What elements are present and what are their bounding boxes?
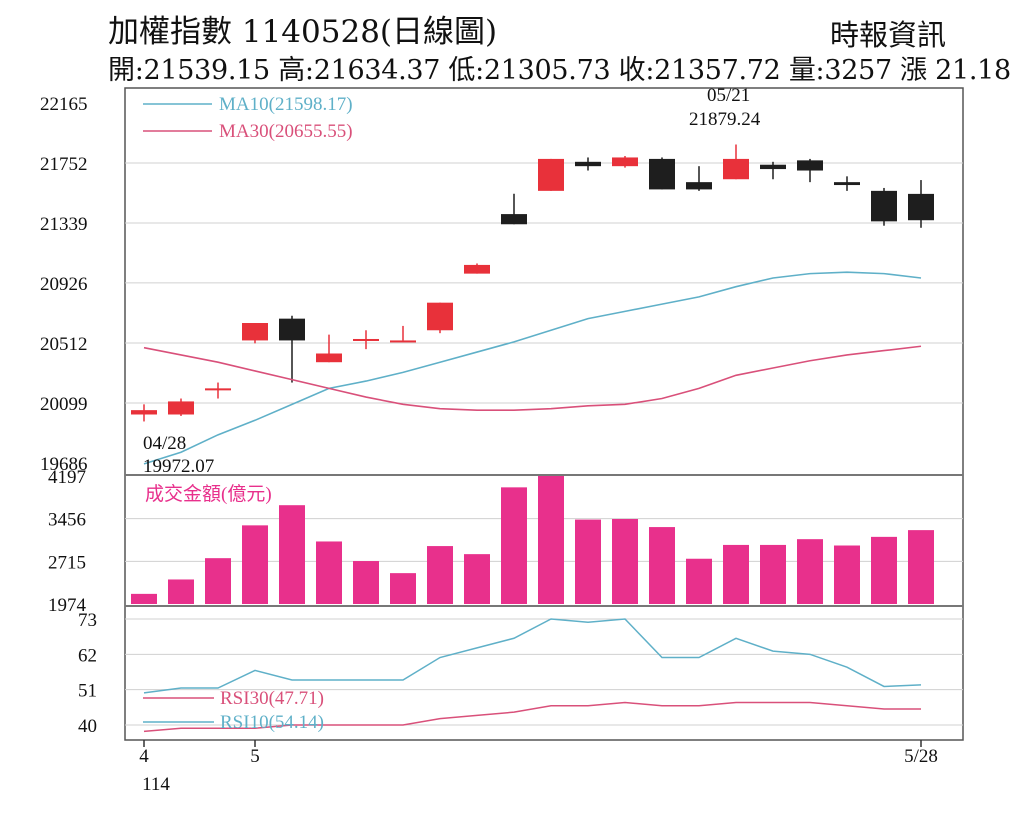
volume-bar xyxy=(834,545,860,604)
x-tick-year: 114 xyxy=(142,774,170,795)
rsi-panel: RSI30(47.71) RSI10(54.14) xyxy=(143,618,922,733)
legend-label: MA30(20655.55) xyxy=(219,121,353,142)
candle-body xyxy=(131,410,157,415)
candle-body xyxy=(316,353,342,363)
annotation-low-date: 04/28 xyxy=(143,433,186,454)
volume-bar xyxy=(131,593,157,604)
volume-panel: 成交金額(億元) xyxy=(131,476,934,604)
candle-body xyxy=(427,302,453,331)
price-tick-label: 20512 xyxy=(40,334,88,355)
candle-body xyxy=(242,323,268,341)
volume-bar xyxy=(760,544,786,604)
annotation-high-value: 21879.24 xyxy=(689,109,761,130)
x-tick-label: 5 xyxy=(250,746,260,767)
candle-body xyxy=(612,157,638,167)
volume-bar xyxy=(575,519,601,604)
ma30-line xyxy=(143,345,922,411)
price-tick-label: 21339 xyxy=(40,214,88,235)
rsi30-line xyxy=(143,701,921,733)
volume-bar xyxy=(871,536,897,604)
volume-bar xyxy=(205,558,231,604)
candle-body xyxy=(760,164,786,170)
volume-bar xyxy=(649,527,675,604)
volume-bar xyxy=(316,541,342,604)
rsi-tick-label: 40 xyxy=(78,716,97,737)
candle-body xyxy=(871,190,897,222)
rsi-tick-label: 51 xyxy=(78,681,97,702)
volume-bar xyxy=(464,554,490,604)
volume-bar xyxy=(538,476,564,604)
volume-bar xyxy=(501,487,527,604)
price-panel: MA10(21598.17) MA30(20655.55) 04/2819972.0… xyxy=(131,85,934,477)
x-tick-label: 5/28 xyxy=(904,746,938,767)
volume-tick-label: 4197 xyxy=(48,467,86,488)
rsi-tick-label: 73 xyxy=(78,610,97,631)
volume-bar xyxy=(390,573,416,604)
candle-body xyxy=(649,158,675,190)
legend-label: MA10(21598.17) xyxy=(219,94,353,115)
legend-label: RSI30(47.71) xyxy=(220,688,324,709)
volume-tick-label: 3456 xyxy=(48,510,86,531)
price-tick-label: 20099 xyxy=(40,394,88,415)
volume-tick-label: 2715 xyxy=(48,552,86,573)
legend-label: RSI10(54.14) xyxy=(220,712,324,733)
candle-body xyxy=(279,318,305,341)
volume-bar xyxy=(279,505,305,604)
volume-bar xyxy=(686,558,712,604)
rsi-tick-label: 62 xyxy=(78,645,97,666)
ohlc-summary: 開:21539.15 高:21634.37 低:21305.73 收:21357… xyxy=(108,55,1011,86)
ma10-line xyxy=(143,271,922,465)
candle-body xyxy=(686,182,712,190)
rsi10-line xyxy=(143,618,922,694)
candle-body xyxy=(464,264,490,274)
candle-body xyxy=(908,193,934,221)
candle-body xyxy=(575,161,601,167)
candle-body xyxy=(723,158,749,180)
volume-bar xyxy=(168,579,194,604)
price-tick-label: 22165 xyxy=(40,94,88,115)
volume-bar xyxy=(353,561,379,604)
volume-bar xyxy=(723,544,749,604)
x-tick-label: 4 xyxy=(139,746,149,767)
annotation-high-date: 05/21 xyxy=(707,85,750,106)
price-tick-label: 19686 xyxy=(40,454,88,475)
volume-bar xyxy=(908,530,934,604)
candle-body xyxy=(353,338,379,341)
chart-title: 加權指數 1140528(日線圖) xyxy=(108,14,498,50)
candle-body xyxy=(390,340,416,343)
annotation-low-value: 19972.07 xyxy=(143,456,214,477)
volume-tick-label: 1974 xyxy=(48,595,87,616)
candle-body xyxy=(501,214,527,225)
volume-bar xyxy=(797,539,823,604)
price-tick-label: 21752 xyxy=(40,154,88,175)
chart-frame xyxy=(124,87,964,741)
volume-bar xyxy=(612,519,638,604)
volume-bar xyxy=(242,525,268,604)
candle-body xyxy=(168,401,194,415)
candle-body xyxy=(538,158,564,191)
volume-bar xyxy=(427,546,453,604)
source-label: 時報資訊 xyxy=(830,18,947,52)
volume-title: 成交金額(億元) xyxy=(145,483,272,505)
candle-body xyxy=(205,388,231,391)
candle-body xyxy=(797,160,823,171)
price-tick-label: 20926 xyxy=(40,274,88,295)
candle-body xyxy=(834,182,860,186)
